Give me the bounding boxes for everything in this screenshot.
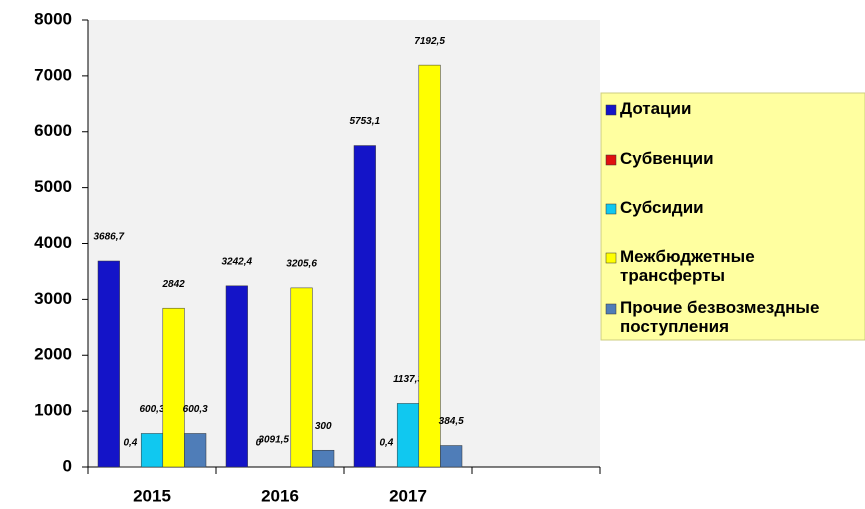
annotation: 3091,5 (258, 435, 289, 446)
bar (418, 64, 441, 468)
bar (290, 287, 313, 468)
bar (184, 433, 207, 468)
value-label: 300 (315, 421, 332, 432)
legend-swatch (605, 154, 617, 166)
value-label: 600,3 (183, 404, 208, 415)
y-tick-label: 4000 (34, 233, 72, 252)
value-label: 3242,4 (222, 256, 253, 267)
x-tick-label: 2017 (389, 486, 427, 505)
value-label: 1137,3 (393, 374, 423, 385)
y-tick-label: 7000 (34, 65, 72, 84)
value-label: 3205,6 (286, 259, 317, 270)
value-label: 600,3 (139, 404, 164, 415)
y-tick-label: 1000 (34, 401, 72, 420)
bar (225, 285, 248, 468)
value-label: 7192,5 (414, 36, 445, 47)
legend-swatch (605, 203, 617, 215)
legend-label: Дотации (620, 99, 691, 118)
bar (162, 307, 185, 468)
value-label: 2842 (161, 279, 185, 290)
legend-box (600, 92, 865, 341)
y-tick-label: 0 (63, 456, 72, 475)
legend-swatch (605, 303, 617, 315)
y-tick-label: 3000 (34, 289, 72, 308)
legend-swatch (605, 104, 617, 116)
legend-swatch (605, 252, 617, 264)
bar (396, 403, 420, 468)
x-tick-label: 2016 (261, 486, 299, 505)
bar (97, 260, 120, 468)
legend-label: Субсидии (620, 198, 704, 217)
y-tick-label: 6000 (34, 121, 72, 140)
value-label: 0 (256, 438, 262, 449)
value-label: 0,4 (379, 438, 393, 449)
y-tick-label: 2000 (34, 345, 72, 364)
x-tick-label: 2015 (133, 486, 171, 505)
value-label: 0,4 (123, 438, 137, 449)
legend-label: Межбюджетные трансферты (620, 247, 755, 285)
y-tick-label: 5000 (34, 177, 72, 196)
legend-label: Прочие безвозмездные поступления (620, 298, 819, 336)
bar (440, 445, 463, 468)
value-label: 384,5 (439, 416, 464, 427)
y-tick-label: 8000 (34, 9, 72, 28)
legend-label: Субвенции (620, 149, 714, 168)
bar (312, 449, 335, 468)
bar (140, 433, 164, 468)
bar (353, 145, 376, 468)
value-label: 5753,1 (350, 116, 381, 127)
value-label: 3686,7 (94, 232, 125, 243)
